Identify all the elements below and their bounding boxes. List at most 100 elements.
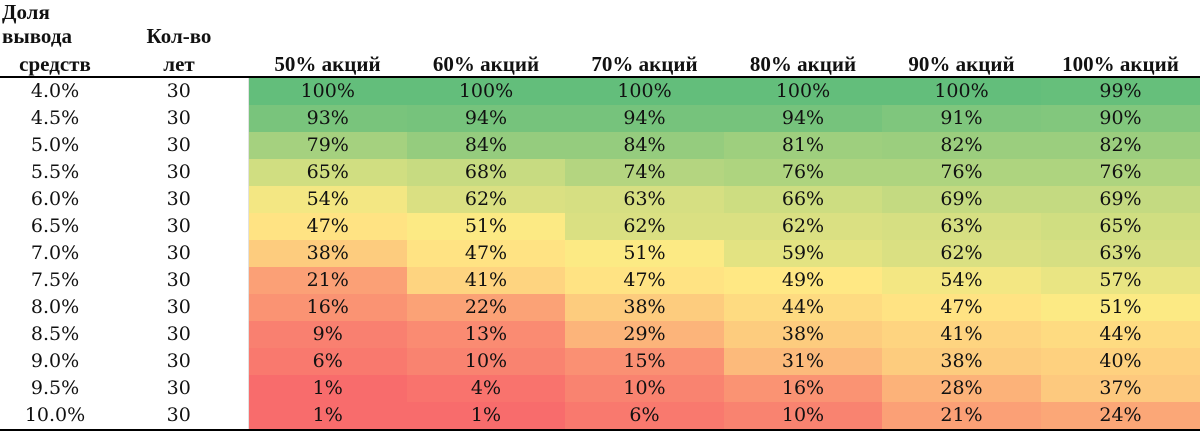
row-withdrawal-rate: 10.0%: [0, 402, 110, 431]
heatmap-cell: 1%: [248, 402, 407, 431]
heatmap-cell: 84%: [565, 132, 724, 159]
heatmap-cell: 51%: [1041, 294, 1200, 321]
column-header: 100% акций: [1041, 48, 1200, 78]
heatmap-cell: 100%: [882, 77, 1041, 105]
table-row: 8.5% 30 9% 13% 29% 38% 41% 44%: [0, 321, 1200, 348]
heatmap-cell: 59%: [724, 240, 882, 267]
heatmap-cell: 62%: [565, 213, 724, 240]
table-row: 5.5% 30 65% 68% 74% 76% 76% 76%: [0, 159, 1200, 186]
heatmap-cell: 15%: [565, 348, 724, 375]
table-row: 9.5% 30 1% 4% 10% 16% 28% 37%: [0, 375, 1200, 402]
heatmap-cell: 66%: [724, 186, 882, 213]
heatmap-cell: 68%: [407, 159, 565, 186]
heatmap-cell: 47%: [248, 213, 407, 240]
heatmap-cell: 47%: [407, 240, 565, 267]
heatmap-cell: 44%: [1041, 321, 1200, 348]
table-row: 7.0% 30 38% 47% 51% 59% 62% 63%: [0, 240, 1200, 267]
heatmap-cell: 40%: [1041, 348, 1200, 375]
row-withdrawal-rate: 9.5%: [0, 375, 110, 402]
heatmap-cell: 62%: [724, 213, 882, 240]
row-withdrawal-rate: 7.0%: [0, 240, 110, 267]
heatmap-cell: 38%: [248, 240, 407, 267]
row-withdrawal-rate: 4.0%: [0, 77, 110, 105]
row-withdrawal-rate: 8.0%: [0, 294, 110, 321]
heatmap-cell: 21%: [882, 402, 1041, 431]
heatmap-cell: 51%: [565, 240, 724, 267]
table-row: 6.0% 30 54% 62% 63% 66% 69% 69%: [0, 186, 1200, 213]
heatmap-cell: 21%: [248, 267, 407, 294]
heatmap-cell: 91%: [882, 105, 1041, 132]
heatmap-cell: 63%: [1041, 240, 1200, 267]
heatmap-cell: 16%: [248, 294, 407, 321]
heatmap-cell: 90%: [1041, 105, 1200, 132]
heatmap-cell: 31%: [724, 348, 882, 375]
heatmap-cell: 54%: [882, 267, 1041, 294]
header-withdrawal-rate-line1: Доля вывода: [2, 0, 72, 48]
row-years: 30: [110, 267, 249, 294]
heatmap-cell: 94%: [724, 105, 882, 132]
row-withdrawal-rate: 5.5%: [0, 159, 110, 186]
heatmap-cell: 28%: [882, 375, 1041, 402]
row-withdrawal-rate: 4.5%: [0, 105, 110, 132]
heatmap-cell: 84%: [407, 132, 565, 159]
table-row: 4.5% 30 93% 94% 94% 94% 91% 90%: [0, 105, 1200, 132]
heatmap-cell: 100%: [565, 77, 724, 105]
heatmap-cell: 63%: [565, 186, 724, 213]
table-row: 7.5% 30 21% 41% 47% 49% 54% 57%: [0, 267, 1200, 294]
row-withdrawal-rate: 5.0%: [0, 132, 110, 159]
row-withdrawal-rate: 6.0%: [0, 186, 110, 213]
heatmap-cell: 4%: [407, 375, 565, 402]
heatmap-cell: 49%: [724, 267, 882, 294]
heatmap-cell: 76%: [1041, 159, 1200, 186]
column-header: 50% акций: [248, 48, 407, 78]
heatmap-cell: 79%: [248, 132, 407, 159]
heatmap-cell: 10%: [407, 348, 565, 375]
row-years: 30: [110, 159, 249, 186]
heatmap-cell: 82%: [1041, 132, 1200, 159]
row-withdrawal-rate: 6.5%: [0, 213, 110, 240]
heatmap-cell: 100%: [724, 77, 882, 105]
heatmap-cell: 47%: [565, 267, 724, 294]
heatmap-cell: 10%: [724, 402, 882, 431]
row-years: 30: [110, 321, 249, 348]
heatmap-cell: 38%: [724, 321, 882, 348]
heatmap-cell: 38%: [565, 294, 724, 321]
row-years: 30: [110, 132, 249, 159]
heatmap-cell: 65%: [1041, 213, 1200, 240]
column-header: 70% акций: [565, 48, 724, 78]
table-row: 6.5% 30 47% 51% 62% 62% 63% 65%: [0, 213, 1200, 240]
heatmap-cell: 1%: [407, 402, 565, 431]
heatmap-cell: 94%: [407, 105, 565, 132]
heatmap-cell: 54%: [248, 186, 407, 213]
heatmap-cell: 93%: [248, 105, 407, 132]
heatmap-cell: 22%: [407, 294, 565, 321]
heatmap-cell: 100%: [407, 77, 565, 105]
table-row: 8.0% 30 16% 22% 38% 44% 47% 51%: [0, 294, 1200, 321]
heatmap-cell: 1%: [248, 375, 407, 402]
heatmap-cell: 65%: [248, 159, 407, 186]
header-withdrawal-rate-line2: средств: [0, 48, 110, 78]
column-header: 80% акций: [724, 48, 882, 78]
heatmap-cell: 69%: [1041, 186, 1200, 213]
heatmap-cell: 41%: [882, 321, 1041, 348]
column-header: 60% акций: [407, 48, 565, 78]
heatmap-cell: 82%: [882, 132, 1041, 159]
table-row: 10.0% 30 1% 1% 6% 10% 21% 24%: [0, 402, 1200, 431]
table-row: 5.0% 30 79% 84% 84% 81% 82% 82%: [0, 132, 1200, 159]
row-years: 30: [110, 240, 249, 267]
heatmap-cell: 99%: [1041, 77, 1200, 105]
heatmap-body: 4.0% 30 100% 100% 100% 100% 100% 99% 4.5% 30 93% 94…: [0, 77, 1200, 431]
table-row: 9.0% 30 6% 10% 15% 31% 38% 40%: [0, 348, 1200, 375]
row-withdrawal-rate: 8.5%: [0, 321, 110, 348]
heatmap-cell: 69%: [882, 186, 1041, 213]
heatmap-cell: 57%: [1041, 267, 1200, 294]
heatmap-cell: 100%: [248, 77, 407, 105]
heatmap-cell: 74%: [565, 159, 724, 186]
heatmap-cell: 37%: [1041, 375, 1200, 402]
heatmap-cell: 41%: [407, 267, 565, 294]
row-years: 30: [110, 213, 249, 240]
heatmap-cell: 62%: [407, 186, 565, 213]
row-years: 30: [110, 375, 249, 402]
row-years: 30: [110, 294, 249, 321]
